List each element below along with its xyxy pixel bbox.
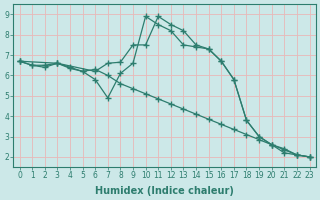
X-axis label: Humidex (Indice chaleur): Humidex (Indice chaleur) (95, 186, 234, 196)
